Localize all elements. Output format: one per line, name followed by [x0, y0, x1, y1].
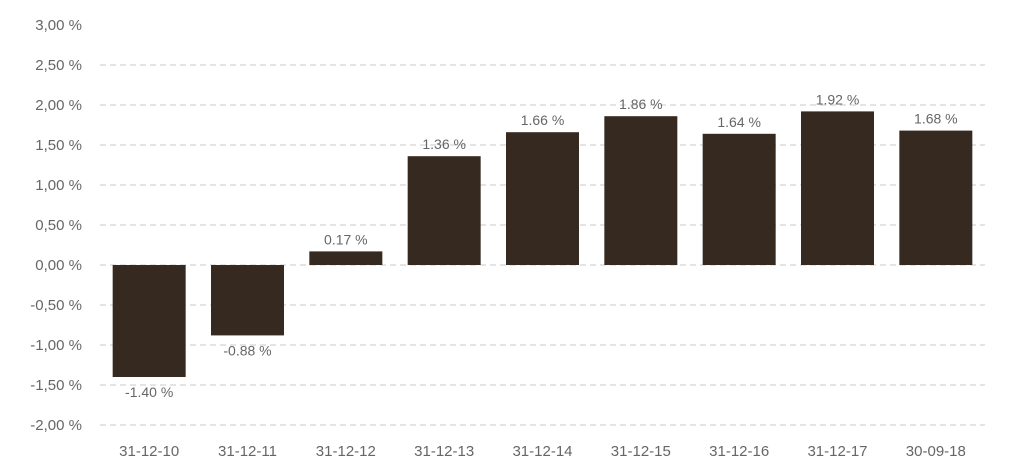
data-label: 1.64 % [717, 114, 761, 130]
x-axis-ticks: 31-12-10 31-12-11 31-12-12 31-12-13 31-12-14… [119, 443, 966, 460]
y-axis-ticks: 3,00 % 2,50 % 2,00 % 1,50 % 1,00 % 0,50 % 0,00… [30, 17, 82, 434]
data-label: 0.17 % [324, 231, 368, 247]
data-label: 1.36 % [422, 136, 466, 152]
x-tick-label: 31-12-11 [218, 443, 277, 460]
bar-31-12-11 [211, 265, 284, 336]
bar-31-12-17 [801, 111, 874, 266]
y-tick-label: -2,00 % [30, 417, 82, 434]
x-tick-label: 31-12-15 [611, 443, 671, 460]
x-tick-label: 31-12-14 [512, 443, 572, 460]
data-label: -0.88 % [223, 342, 271, 358]
bar-31-12-13 [407, 156, 481, 265]
data-labels: -1.40 % -0.88 % 0.17 % 1.36 % 1.66 % 1.86 % 1.… [125, 91, 958, 400]
y-tick-label: 2,50 % [35, 57, 82, 74]
x-tick-label: 30-09-18 [906, 443, 966, 460]
y-tick-label: -1,50 % [30, 377, 82, 394]
y-tick-label: 3,00 % [35, 17, 82, 34]
data-label: -1.40 % [125, 384, 173, 400]
y-tick-label: -1,00 % [30, 337, 82, 354]
bar-31-12-14 [506, 132, 579, 265]
x-tick-label: 31-12-10 [119, 443, 179, 460]
data-label: 1.86 % [619, 96, 663, 112]
bar-31-12-10 [112, 265, 186, 377]
x-tick-label: 31-12-13 [414, 443, 474, 460]
bar-31-12-16 [702, 133, 776, 265]
data-label: 1.66 % [521, 112, 565, 128]
x-tick-label: 31-12-16 [709, 443, 769, 460]
data-label: 1.92 % [816, 91, 860, 107]
y-tick-label: 0,50 % [35, 217, 82, 234]
x-tick-label: 31-12-12 [316, 443, 376, 460]
y-tick-label: 0,00 % [35, 257, 82, 274]
bars [112, 111, 973, 377]
y-tick-label: 2,00 % [35, 97, 82, 114]
data-label: 1.68 % [914, 111, 958, 127]
y-tick-label: -0,50 % [30, 297, 82, 314]
bar-31-12-12 [309, 251, 383, 265]
x-tick-label: 31-12-17 [807, 443, 867, 460]
y-tick-label: 1,50 % [35, 137, 82, 154]
bar-31-12-15 [604, 116, 678, 265]
bar-30-09-18 [899, 130, 973, 265]
y-tick-label: 1,00 % [35, 177, 82, 194]
